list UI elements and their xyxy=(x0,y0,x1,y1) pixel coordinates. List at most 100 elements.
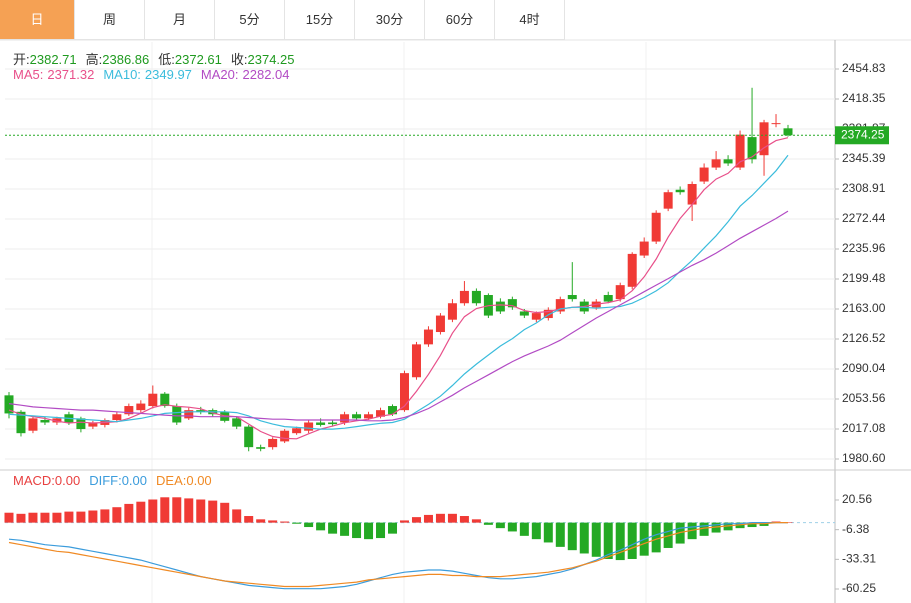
ohlc-value: 2374.25 xyxy=(247,52,295,67)
candle-body xyxy=(459,290,469,304)
macd-bar xyxy=(495,522,505,529)
macd-bar xyxy=(340,522,350,536)
ma-line xyxy=(8,210,789,422)
candle-body xyxy=(232,418,242,427)
y-tick-label: -33.31 xyxy=(842,551,876,565)
macd-bar xyxy=(64,511,74,523)
candle-body xyxy=(160,393,170,407)
macd-bar xyxy=(483,522,493,525)
candle-body xyxy=(399,373,409,411)
macd-bar xyxy=(100,509,110,523)
candle-body xyxy=(40,420,50,423)
candle-body xyxy=(364,414,374,419)
macd-bar xyxy=(52,512,62,523)
macd-bar xyxy=(16,513,26,523)
macd-bar xyxy=(399,520,409,523)
ma-value: 2282.04 xyxy=(242,67,290,82)
tab[interactable]: 15分 xyxy=(285,0,355,40)
candle-body xyxy=(124,406,134,415)
macd-bar xyxy=(615,522,625,561)
candle-body xyxy=(627,253,637,287)
macd-bar xyxy=(519,522,529,536)
candle-body xyxy=(411,344,421,378)
macd-bar xyxy=(603,522,613,559)
ma-value: 2371.32 xyxy=(47,67,95,82)
macd-bar xyxy=(292,522,302,524)
tab[interactable]: 日 xyxy=(0,0,75,40)
macd-name: DIFF: xyxy=(89,473,122,488)
macd-bar xyxy=(304,522,314,528)
macd-bar xyxy=(124,503,134,523)
macd-bar xyxy=(328,522,338,534)
last-price-label: 2374.25 xyxy=(841,127,885,141)
candle-body xyxy=(543,309,553,319)
last-price-box xyxy=(835,126,889,145)
candle-body xyxy=(196,410,206,412)
macd-bar xyxy=(567,522,577,551)
candle-body xyxy=(531,313,541,320)
y-tick-label: 2090.04 xyxy=(842,361,886,375)
candle-body xyxy=(567,295,577,300)
y-tick-label: 2454.83 xyxy=(842,61,886,75)
macd-bar xyxy=(88,510,98,523)
candle-body xyxy=(256,447,266,449)
macd-bar xyxy=(232,509,242,523)
macd-bar xyxy=(196,499,206,523)
tab[interactable]: 周 xyxy=(75,0,145,40)
candle-body xyxy=(148,393,158,407)
macd-legend: MACD:0.00 DIFF:0.00 DEA:0.00 xyxy=(13,473,221,488)
macd-bar xyxy=(627,522,637,559)
tab[interactable]: 月 xyxy=(145,0,215,40)
tab[interactable]: 5分 xyxy=(215,0,285,40)
macd-bar xyxy=(316,522,326,531)
candle-body xyxy=(316,422,326,425)
candle-body xyxy=(699,167,709,182)
candle-body xyxy=(340,414,350,423)
candle-body xyxy=(507,299,517,308)
candle-body xyxy=(28,418,38,431)
macd-bar xyxy=(184,498,194,523)
candle-body xyxy=(519,311,529,316)
y-tick-label: 2345.39 xyxy=(842,151,886,165)
candle-body xyxy=(615,285,625,300)
macd-bar xyxy=(555,522,565,547)
tab[interactable]: 60分 xyxy=(425,0,495,40)
candle-body xyxy=(435,315,445,333)
macd-bar xyxy=(376,522,386,539)
candle-body xyxy=(136,403,146,411)
macd-bar xyxy=(591,522,601,557)
macd-bar xyxy=(76,511,86,523)
macd-bar xyxy=(220,502,230,523)
ma-line xyxy=(8,137,789,440)
candle-body xyxy=(172,406,182,423)
y-tick-label: 2199.48 xyxy=(842,271,886,285)
ohlc-label: 低: xyxy=(158,52,175,67)
candle-body xyxy=(759,122,769,156)
ohlc-value: 2382.71 xyxy=(29,52,77,67)
candle-body xyxy=(4,395,14,414)
macd-bar xyxy=(471,519,481,523)
candle-body xyxy=(184,410,194,419)
candle-body xyxy=(747,137,757,160)
tab[interactable]: 4时 xyxy=(495,0,565,40)
candle-body xyxy=(112,414,122,421)
ma-name: MA20: xyxy=(200,67,239,82)
ohlc-value: 2386.86 xyxy=(102,52,150,67)
candle-body xyxy=(423,329,433,345)
candle-body xyxy=(304,422,314,431)
candle-body xyxy=(292,428,302,434)
ohlc-label: 高: xyxy=(85,52,103,67)
macd-bar xyxy=(172,497,182,523)
macd-bar xyxy=(268,520,278,523)
candle-body xyxy=(88,422,98,427)
macd-bar xyxy=(411,517,421,523)
candle-body xyxy=(244,426,254,448)
tab[interactable]: 30分 xyxy=(355,0,425,40)
macd-bar xyxy=(699,522,709,536)
macd-bar xyxy=(148,499,158,523)
macd-name: MACD: xyxy=(13,473,55,488)
candle-body xyxy=(268,438,278,448)
candle-body xyxy=(735,134,745,168)
macd-bar xyxy=(160,497,170,523)
